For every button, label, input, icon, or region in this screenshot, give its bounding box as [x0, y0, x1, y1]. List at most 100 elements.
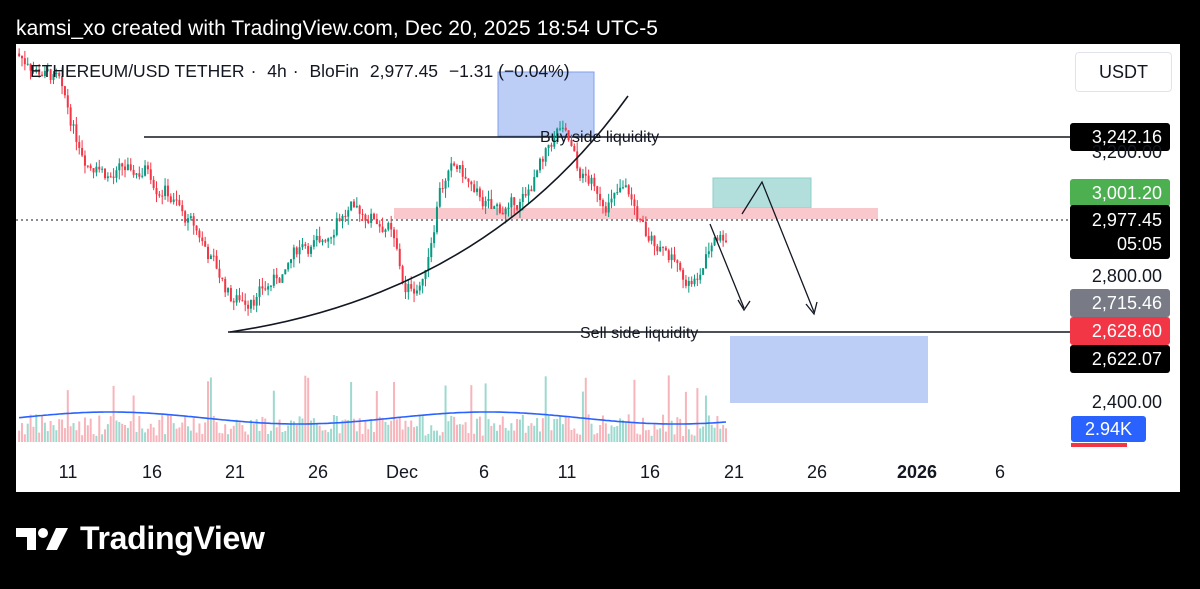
candle [501, 206, 504, 215]
volume-bar [327, 432, 330, 442]
candle [126, 157, 129, 171]
volume-bar [32, 426, 35, 442]
candle-body [358, 205, 361, 214]
candle-body [41, 74, 44, 76]
volume-bar [332, 415, 335, 442]
volume-bar [101, 434, 104, 442]
candle-body [101, 168, 104, 170]
chart-canvas[interactable] [16, 44, 1180, 492]
candle-body [504, 208, 507, 215]
candle [387, 221, 390, 232]
candle [438, 182, 441, 209]
volume-bar [567, 417, 570, 442]
x-tick-label: Dec [385, 462, 419, 482]
candle-body [596, 186, 599, 194]
candle [290, 258, 293, 269]
volume-bar [358, 418, 361, 442]
volume-bar [570, 430, 573, 442]
candle-body [38, 69, 41, 75]
candle [281, 274, 284, 283]
candle [573, 143, 576, 152]
volume-bar [404, 420, 407, 442]
volume-bar [207, 381, 210, 442]
volume-bar [599, 425, 602, 442]
candle-body [89, 165, 92, 169]
candle [115, 166, 118, 183]
candle [404, 275, 407, 299]
candle-body [378, 224, 381, 227]
candle-body [696, 278, 699, 280]
candle-body [484, 200, 487, 207]
chart-panel[interactable]: ETHEREUM/USD TETHER · 4h · BloFin 2,977.45… [16, 44, 1180, 492]
candle [124, 159, 127, 178]
candle-body [458, 165, 461, 170]
volume-bar [707, 415, 710, 442]
candle [258, 278, 261, 306]
volume-tag: 2.94 K [1071, 416, 1146, 442]
candle [536, 169, 539, 178]
candle [58, 71, 61, 79]
volume-bar [41, 415, 44, 442]
candle [693, 274, 696, 287]
candle-body [679, 262, 682, 270]
candle [644, 216, 647, 238]
currency-unit-button[interactable]: USDT [1075, 52, 1172, 92]
candle-body [513, 197, 516, 206]
volume-bar [504, 427, 507, 442]
candle [579, 166, 582, 182]
candle-body [215, 255, 218, 269]
candle [235, 288, 238, 306]
volume-bar [619, 418, 622, 442]
candle-body [427, 257, 430, 271]
candle [418, 281, 421, 295]
volume-bar [453, 416, 456, 442]
volume-bar [372, 432, 376, 442]
volume-bar [95, 435, 98, 442]
candle-body [178, 200, 181, 206]
candle-body [478, 188, 481, 198]
volume-bar [152, 427, 155, 442]
volume-bar [387, 424, 390, 442]
volume-bar [124, 424, 127, 442]
projection-arrow-1-head [737, 299, 751, 312]
candle-body [238, 295, 241, 301]
candle [298, 240, 301, 264]
candle [35, 66, 38, 74]
candle-body [393, 229, 396, 239]
candle [275, 267, 278, 285]
volume-bar [587, 414, 590, 442]
volume-bar [424, 435, 427, 442]
candle-body [232, 301, 235, 303]
x-tick-label: 16 [141, 462, 163, 482]
price-label-2400: 2,400.00 [1091, 392, 1162, 412]
candle [189, 212, 192, 221]
candle-body [124, 166, 127, 171]
candle [687, 276, 690, 293]
volume-bar [281, 431, 284, 442]
volume-bar [493, 423, 496, 442]
volume-bar [722, 424, 725, 442]
volume-bar [146, 428, 149, 442]
volume-bar [421, 414, 424, 442]
volume-bar [538, 431, 541, 442]
volume-bar [650, 435, 653, 442]
candle [229, 284, 232, 303]
volume-bar [361, 433, 364, 442]
candle [424, 269, 427, 287]
candle-body [367, 220, 370, 223]
candle-body [541, 158, 544, 162]
candle [427, 248, 430, 278]
volume-bar [679, 418, 682, 442]
candle [232, 298, 235, 311]
volume-bar [49, 421, 52, 442]
candle-body [719, 234, 722, 241]
symbol-info[interactable]: ETHEREUM/USD TETHER · 4h · BloFin 2,977.45… [30, 61, 570, 81]
candle-body [287, 263, 290, 270]
candle-body [26, 63, 29, 65]
candle [476, 180, 479, 196]
candle [527, 184, 530, 204]
x-tick-label: 26 [806, 462, 828, 482]
volume-bar [204, 422, 207, 442]
candle [89, 163, 92, 171]
candle [101, 166, 104, 173]
